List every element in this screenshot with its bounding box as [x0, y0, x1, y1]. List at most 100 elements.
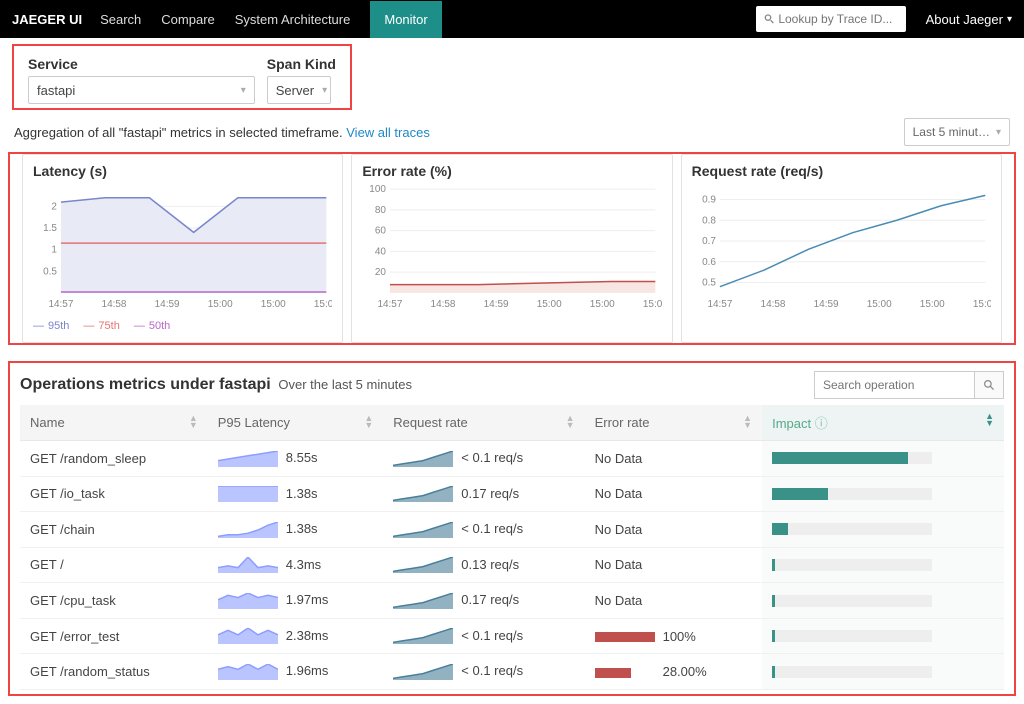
nav-search[interactable]: Search: [100, 12, 141, 27]
op-latency: 1.96ms: [208, 654, 384, 690]
about-menu[interactable]: About Jaeger ▾: [926, 12, 1012, 27]
op-name: GET /random_sleep: [20, 441, 208, 477]
op-err: No Data: [585, 547, 763, 583]
op-name: GET /error_test: [20, 618, 208, 654]
svg-text:15:00: 15:00: [537, 299, 562, 310]
col-request-rate[interactable]: Request rate▲▼: [383, 405, 584, 441]
table-row[interactable]: GET /chain1.38s< 0.1 req/sNo Data: [20, 512, 1004, 548]
svg-text:14:57: 14:57: [378, 299, 403, 310]
table-row[interactable]: GET /random_status1.96ms< 0.1 req/s28.00…: [20, 654, 1004, 690]
op-name: GET /: [20, 547, 208, 583]
svg-text:40: 40: [375, 246, 387, 257]
op-req: < 0.1 req/s: [383, 512, 584, 548]
svg-text:15:00: 15:00: [208, 299, 233, 310]
op-err: No Data: [585, 583, 763, 619]
table-row[interactable]: GET /cpu_task1.97ms0.17 req/sNo Data: [20, 583, 1004, 619]
svg-text:14:59: 14:59: [155, 299, 180, 310]
op-req: < 0.1 req/s: [383, 618, 584, 654]
svg-text:0.5: 0.5: [43, 266, 57, 277]
table-row[interactable]: GET /error_test2.38ms< 0.1 req/s100%: [20, 618, 1004, 654]
chevron-down-icon: ▾: [1007, 14, 1012, 25]
svg-text:1.5: 1.5: [43, 223, 57, 234]
latency-chart: Latency (s) 0.511.5214:5714:5814:5915:00…: [22, 154, 343, 343]
aggregation-row: Aggregation of all "fastapi" metrics in …: [0, 110, 1024, 152]
op-name: GET /chain: [20, 512, 208, 548]
legend-item: 50th: [134, 320, 170, 332]
svg-text:100: 100: [370, 184, 387, 195]
timerange-select[interactable]: Last 5 minut… ▾: [904, 118, 1010, 146]
svg-text:14:58: 14:58: [760, 299, 785, 310]
search-operation-input[interactable]: [814, 371, 974, 399]
filter-controls: Service fastapi ▾ Span Kind Server ▾: [12, 44, 352, 110]
operations-panel: Operations metrics under fastapi Over th…: [8, 361, 1016, 696]
svg-text:14:58: 14:58: [431, 299, 456, 310]
nav-compare[interactable]: Compare: [161, 12, 214, 27]
trace-input[interactable]: [778, 12, 897, 26]
view-all-traces-link[interactable]: View all traces: [346, 125, 430, 140]
svg-text:14:57: 14:57: [707, 299, 732, 310]
spankind-label: Span Kind: [267, 56, 336, 72]
svg-text:15:00: 15:00: [590, 299, 615, 310]
op-latency: 1.38s: [208, 476, 384, 512]
svg-text:0.6: 0.6: [702, 257, 716, 268]
svg-text:14:57: 14:57: [48, 299, 73, 310]
svg-text:20: 20: [375, 267, 387, 278]
service-select[interactable]: fastapi ▾: [28, 76, 255, 104]
op-name: GET /cpu_task: [20, 583, 208, 619]
op-err: 100%: [585, 618, 763, 654]
col-impact[interactable]: Impact ⓘ▲▼: [762, 405, 1004, 441]
svg-text:14:59: 14:59: [813, 299, 838, 310]
nav-monitor[interactable]: Monitor: [370, 1, 441, 38]
service-label: Service: [28, 56, 255, 72]
table-row[interactable]: GET /io_task1.38s0.17 req/sNo Data: [20, 476, 1004, 512]
op-latency: 8.55s: [208, 441, 384, 477]
svg-text:14:59: 14:59: [484, 299, 509, 310]
op-impact: [762, 476, 1004, 512]
ops-title: Operations metrics under fastapi: [20, 376, 271, 393]
col-name[interactable]: Name▲▼: [20, 405, 208, 441]
col-error-rate[interactable]: Error rate▲▼: [585, 405, 763, 441]
svg-text:80: 80: [375, 205, 387, 216]
svg-text:2: 2: [51, 201, 57, 212]
op-impact: [762, 654, 1004, 690]
op-name: GET /io_task: [20, 476, 208, 512]
svg-text:15:00: 15:00: [261, 299, 286, 310]
svg-text:0.5: 0.5: [702, 278, 716, 289]
table-row[interactable]: GET /random_sleep8.55s< 0.1 req/sNo Data: [20, 441, 1004, 477]
op-latency: 4.3ms: [208, 547, 384, 583]
col-p95-latency[interactable]: P95 Latency▲▼: [208, 405, 384, 441]
nav-system-architecture[interactable]: System Architecture: [235, 12, 351, 27]
legend-item: 95th: [33, 320, 69, 332]
op-impact: [762, 583, 1004, 619]
op-name: GET /random_status: [20, 654, 208, 690]
op-err: 28.00%: [585, 654, 763, 690]
request-chart: Request rate (req/s) 0.50.60.70.80.914:5…: [681, 154, 1002, 343]
svg-text:60: 60: [375, 226, 387, 237]
op-req: < 0.1 req/s: [383, 654, 584, 690]
op-impact: [762, 547, 1004, 583]
chevron-down-icon: ▾: [241, 85, 246, 96]
svg-text:0.8: 0.8: [702, 215, 716, 226]
op-impact: [762, 512, 1004, 548]
chevron-down-icon: ▾: [996, 127, 1001, 138]
chevron-down-icon: ▾: [322, 85, 327, 96]
svg-text:15:01: 15:01: [643, 299, 661, 310]
spankind-select[interactable]: Server ▾: [267, 76, 331, 104]
op-impact: [762, 618, 1004, 654]
op-req: 0.17 req/s: [383, 476, 584, 512]
svg-text:15:00: 15:00: [919, 299, 944, 310]
op-req: < 0.1 req/s: [383, 441, 584, 477]
svg-text:15:01: 15:01: [314, 299, 332, 310]
legend-item: 75th: [83, 320, 119, 332]
svg-text:15:01: 15:01: [973, 299, 991, 310]
table-row[interactable]: GET /4.3ms0.13 req/sNo Data: [20, 547, 1004, 583]
svg-text:1: 1: [51, 245, 57, 256]
op-latency: 1.97ms: [208, 583, 384, 619]
op-err: No Data: [585, 476, 763, 512]
charts-row: Latency (s) 0.511.5214:5714:5814:5915:00…: [8, 152, 1016, 345]
search-operation-button[interactable]: [974, 371, 1004, 399]
brand: JAEGER UI: [12, 12, 82, 27]
op-req: 0.13 req/s: [383, 547, 584, 583]
trace-lookup[interactable]: [756, 6, 906, 32]
op-latency: 1.38s: [208, 512, 384, 548]
